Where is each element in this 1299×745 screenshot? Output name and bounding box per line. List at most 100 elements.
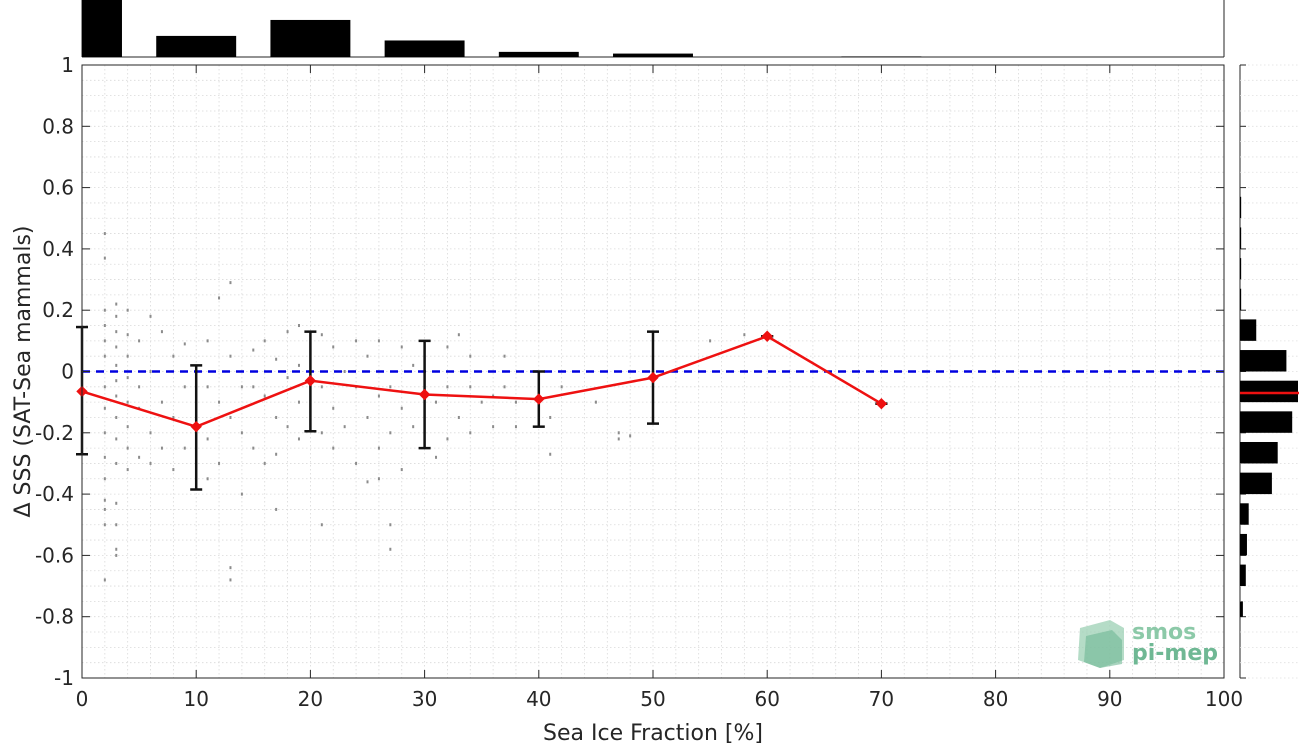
y-tick-label: -0.8 bbox=[35, 605, 74, 629]
scatter-point bbox=[743, 333, 746, 337]
scatter-point bbox=[115, 523, 118, 527]
scatter-point bbox=[103, 339, 106, 343]
scatter-point bbox=[297, 400, 300, 404]
scatter-point bbox=[377, 394, 380, 398]
scatter-point bbox=[218, 296, 221, 300]
scatter-point bbox=[115, 314, 118, 318]
right-histogram-bar bbox=[1240, 227, 1242, 249]
scatter-point bbox=[412, 363, 415, 367]
scatter-point bbox=[275, 507, 278, 511]
y-tick-label: -0.2 bbox=[35, 421, 74, 445]
scatter-point bbox=[126, 354, 129, 358]
y-tick-label: 0.2 bbox=[42, 298, 74, 322]
scatter-point bbox=[172, 468, 175, 472]
scatter-point bbox=[115, 302, 118, 306]
scatter-point bbox=[138, 455, 141, 459]
scatter-point bbox=[252, 348, 255, 352]
right-histogram-bar bbox=[1240, 503, 1249, 525]
scatter-point bbox=[320, 523, 323, 527]
scatter-point bbox=[103, 431, 106, 435]
x-tick-label: 50 bbox=[640, 687, 665, 711]
mean-marker bbox=[418, 388, 431, 401]
scatter-point bbox=[617, 431, 620, 435]
scatter-point bbox=[115, 501, 118, 505]
right-histogram-bar bbox=[1240, 601, 1243, 617]
right-histogram-bar bbox=[1240, 196, 1242, 219]
mean-marker bbox=[647, 371, 659, 384]
scatter-point bbox=[629, 434, 632, 438]
scatter-point bbox=[549, 415, 552, 419]
mean-marker bbox=[533, 393, 545, 405]
scatter-point bbox=[115, 345, 118, 349]
top-histogram-bar bbox=[82, 0, 122, 57]
scatter-point bbox=[320, 385, 323, 389]
scatter-point bbox=[103, 308, 106, 312]
scatter-point bbox=[149, 314, 152, 318]
x-axis-title: Sea Ice Fraction [%] bbox=[543, 721, 763, 745]
scatter-point bbox=[138, 339, 141, 343]
scatter-point bbox=[218, 461, 221, 465]
scatter-point bbox=[115, 415, 118, 419]
scatter-point bbox=[206, 437, 209, 441]
right-histogram-bar bbox=[1240, 411, 1293, 433]
scatter-point bbox=[286, 330, 289, 334]
mean-markers bbox=[76, 330, 888, 433]
x-tick-label: 10 bbox=[183, 687, 208, 711]
top-histogram-bar bbox=[384, 40, 465, 57]
right-histogram-bar bbox=[1240, 350, 1287, 372]
x-tick-labels: 0 10 20 30 40 50 60 70 80 90 100 bbox=[76, 65, 1243, 711]
scatter-point bbox=[480, 400, 483, 404]
scatter-point bbox=[709, 339, 712, 343]
scatter-point bbox=[446, 385, 449, 389]
mean-line bbox=[81, 334, 883, 428]
right-histogram-bar bbox=[1240, 380, 1298, 403]
x-tick-label: 40 bbox=[526, 687, 551, 711]
scatter-point bbox=[103, 385, 106, 389]
scatter-point bbox=[275, 452, 278, 456]
scatter-point bbox=[229, 281, 232, 285]
scatter-point bbox=[115, 437, 118, 441]
scatter-point bbox=[435, 400, 438, 404]
top-histogram-bar bbox=[613, 53, 693, 57]
scatter-point bbox=[469, 354, 472, 358]
scatter-point bbox=[492, 425, 495, 429]
scatter-point bbox=[115, 547, 118, 551]
x-tick-label: 60 bbox=[754, 687, 779, 711]
mean-marker bbox=[304, 374, 317, 387]
x-tick-label: 0 bbox=[76, 687, 89, 711]
logo-text-line2: pi-mep bbox=[1132, 641, 1218, 666]
scatter-point bbox=[103, 232, 106, 236]
scatter-point bbox=[252, 446, 255, 450]
x-tick-label: 70 bbox=[869, 687, 894, 711]
scatter-point bbox=[400, 406, 403, 410]
scatter-point bbox=[343, 370, 346, 373]
right-histogram-bar bbox=[1240, 533, 1247, 556]
x-tick-label: 30 bbox=[412, 687, 437, 711]
scatter-point bbox=[149, 370, 152, 373]
scatter-layer bbox=[103, 232, 746, 582]
scatter-point bbox=[320, 431, 323, 435]
scatter-point bbox=[149, 461, 152, 465]
scatter-point bbox=[366, 415, 369, 419]
scatter-point bbox=[115, 553, 118, 557]
scatter-point bbox=[103, 498, 106, 502]
right-histogram-bar bbox=[1240, 564, 1246, 587]
scatter-point bbox=[469, 431, 472, 435]
scatter-point bbox=[206, 339, 209, 343]
scatter-point bbox=[138, 385, 141, 389]
y-tick-label: 1 bbox=[61, 53, 74, 77]
scatter-point bbox=[229, 566, 232, 570]
scatter-point bbox=[355, 461, 358, 465]
top-histogram bbox=[81, 0, 1225, 58]
scatter-point bbox=[400, 468, 403, 472]
scatter-point bbox=[457, 415, 460, 419]
mean-marker bbox=[875, 397, 888, 410]
scatter-point bbox=[183, 446, 186, 450]
scatter-point bbox=[617, 437, 620, 441]
scatter-point bbox=[332, 406, 335, 410]
scatter-point bbox=[263, 394, 266, 398]
logo-text-line1: smos bbox=[1132, 620, 1196, 645]
scatter-point bbox=[126, 376, 129, 380]
scatter-point bbox=[229, 415, 232, 419]
scatter-point bbox=[103, 523, 106, 527]
